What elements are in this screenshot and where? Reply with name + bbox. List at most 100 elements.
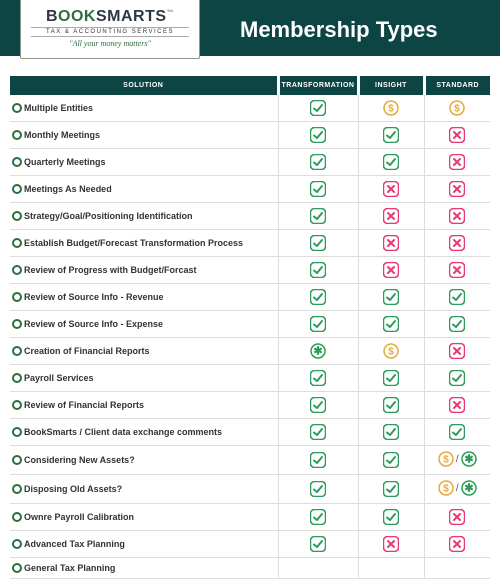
check-icon	[310, 262, 326, 278]
cell-transformation	[278, 257, 358, 284]
check-icon	[310, 424, 326, 440]
cell-transformation	[278, 365, 358, 392]
cell-standard	[424, 257, 490, 284]
table-row: Creation of Financial Reports✱ $	[10, 338, 490, 365]
cell-standard	[424, 176, 490, 203]
cell-insight	[358, 392, 424, 419]
cell-insight	[358, 230, 424, 257]
brand-name: BOOKSMARTS™	[31, 9, 189, 25]
cell-transformation	[278, 311, 358, 338]
table-row: Payroll Services	[10, 365, 490, 392]
svg-text:$: $	[443, 484, 449, 495]
check-icon	[310, 316, 326, 332]
cell-transformation	[278, 230, 358, 257]
row-label: Multiple Entities	[10, 95, 278, 122]
x-icon	[383, 536, 399, 552]
cell-transformation	[278, 284, 358, 311]
cell-standard	[424, 558, 490, 579]
table-row: Review of Financial Reports	[10, 392, 490, 419]
brand-tagline: "All your money matters"	[31, 39, 189, 48]
table-row: General Tax Planning	[10, 558, 490, 579]
cell-transformation: ✱	[278, 338, 358, 365]
star-icon: ✱	[461, 451, 477, 467]
x-icon	[383, 235, 399, 251]
row-label: General Tax Planning	[10, 558, 278, 579]
row-label: Advanced Tax Planning	[10, 531, 278, 558]
dollar-icon: $	[383, 100, 399, 116]
check-icon	[383, 316, 399, 332]
cell-insight	[358, 257, 424, 284]
cell-insight	[358, 446, 424, 475]
combo-icon: $/✱	[438, 480, 477, 496]
cell-insight	[358, 558, 424, 579]
table-row: Disposing Old Assets?$/✱	[10, 475, 490, 504]
check-icon	[449, 289, 465, 305]
check-icon	[449, 370, 465, 386]
table-row: Strategy/Goal/Positioning Identification	[10, 203, 490, 230]
svg-text:$: $	[454, 104, 460, 115]
x-icon	[449, 235, 465, 251]
brand-logo: BOOKSMARTS™ TAX & ACCOUNTING SERVICES "A…	[20, 0, 200, 59]
x-icon	[449, 127, 465, 143]
check-icon	[310, 208, 326, 224]
svg-text:$: $	[388, 104, 394, 115]
table-row: Ownre Payroll Calibration	[10, 504, 490, 531]
comparison-table: SOLUTION TRANSFORMATION INSIGHT STANDARD…	[10, 76, 490, 579]
cell-transformation	[278, 122, 358, 149]
row-label: Review of Progress with Budget/Forcast	[10, 257, 278, 284]
check-icon	[310, 100, 326, 116]
table-row: Review of Progress with Budget/Forcast	[10, 257, 490, 284]
page-title: Membership Types	[240, 17, 438, 43]
check-icon	[383, 154, 399, 170]
cell-insight	[358, 149, 424, 176]
cell-transformation	[278, 203, 358, 230]
table-row: Advanced Tax Planning	[10, 531, 490, 558]
cell-transformation	[278, 419, 358, 446]
cell-standard	[424, 338, 490, 365]
cell-insight	[358, 284, 424, 311]
svg-text:$: $	[388, 347, 394, 358]
cell-insight	[358, 531, 424, 558]
check-icon	[383, 424, 399, 440]
comparison-table-container: SOLUTION TRANSFORMATION INSIGHT STANDARD…	[0, 56, 500, 579]
cell-standard	[424, 149, 490, 176]
dollar-icon: $	[438, 451, 454, 467]
row-label: Review of Financial Reports	[10, 392, 278, 419]
cell-standard	[424, 504, 490, 531]
cell-standard	[424, 284, 490, 311]
check-icon	[310, 397, 326, 413]
check-icon	[383, 370, 399, 386]
table-row: BookSmarts / Client data exchange commen…	[10, 419, 490, 446]
header-bar: BOOKSMARTS™ TAX & ACCOUNTING SERVICES "A…	[0, 0, 500, 56]
table-row: Review of Source Info - Expense	[10, 311, 490, 338]
x-icon	[449, 181, 465, 197]
row-label: Quarterly Meetings	[10, 149, 278, 176]
cell-transformation	[278, 475, 358, 504]
cell-insight	[358, 419, 424, 446]
table-row: Multiple Entities $ $	[10, 95, 490, 122]
cell-insight	[358, 176, 424, 203]
cell-transformation	[278, 558, 358, 579]
cell-transformation	[278, 504, 358, 531]
cell-transformation	[278, 95, 358, 122]
col-transformation: TRANSFORMATION	[278, 76, 358, 95]
cell-transformation	[278, 176, 358, 203]
row-label: Monthly Meetings	[10, 122, 278, 149]
check-icon	[310, 154, 326, 170]
cell-standard: $	[424, 95, 490, 122]
x-icon	[449, 509, 465, 525]
check-icon	[310, 289, 326, 305]
table-row: Quarterly Meetings	[10, 149, 490, 176]
dollar-icon: $	[438, 480, 454, 496]
cell-transformation	[278, 392, 358, 419]
row-label: Creation of Financial Reports	[10, 338, 278, 365]
check-icon	[383, 127, 399, 143]
svg-text:✱: ✱	[464, 454, 473, 466]
cell-standard	[424, 122, 490, 149]
col-solution: SOLUTION	[10, 76, 278, 95]
cell-insight	[358, 122, 424, 149]
x-icon	[449, 154, 465, 170]
x-icon	[449, 343, 465, 359]
cell-insight	[358, 504, 424, 531]
row-label: Ownre Payroll Calibration	[10, 504, 278, 531]
